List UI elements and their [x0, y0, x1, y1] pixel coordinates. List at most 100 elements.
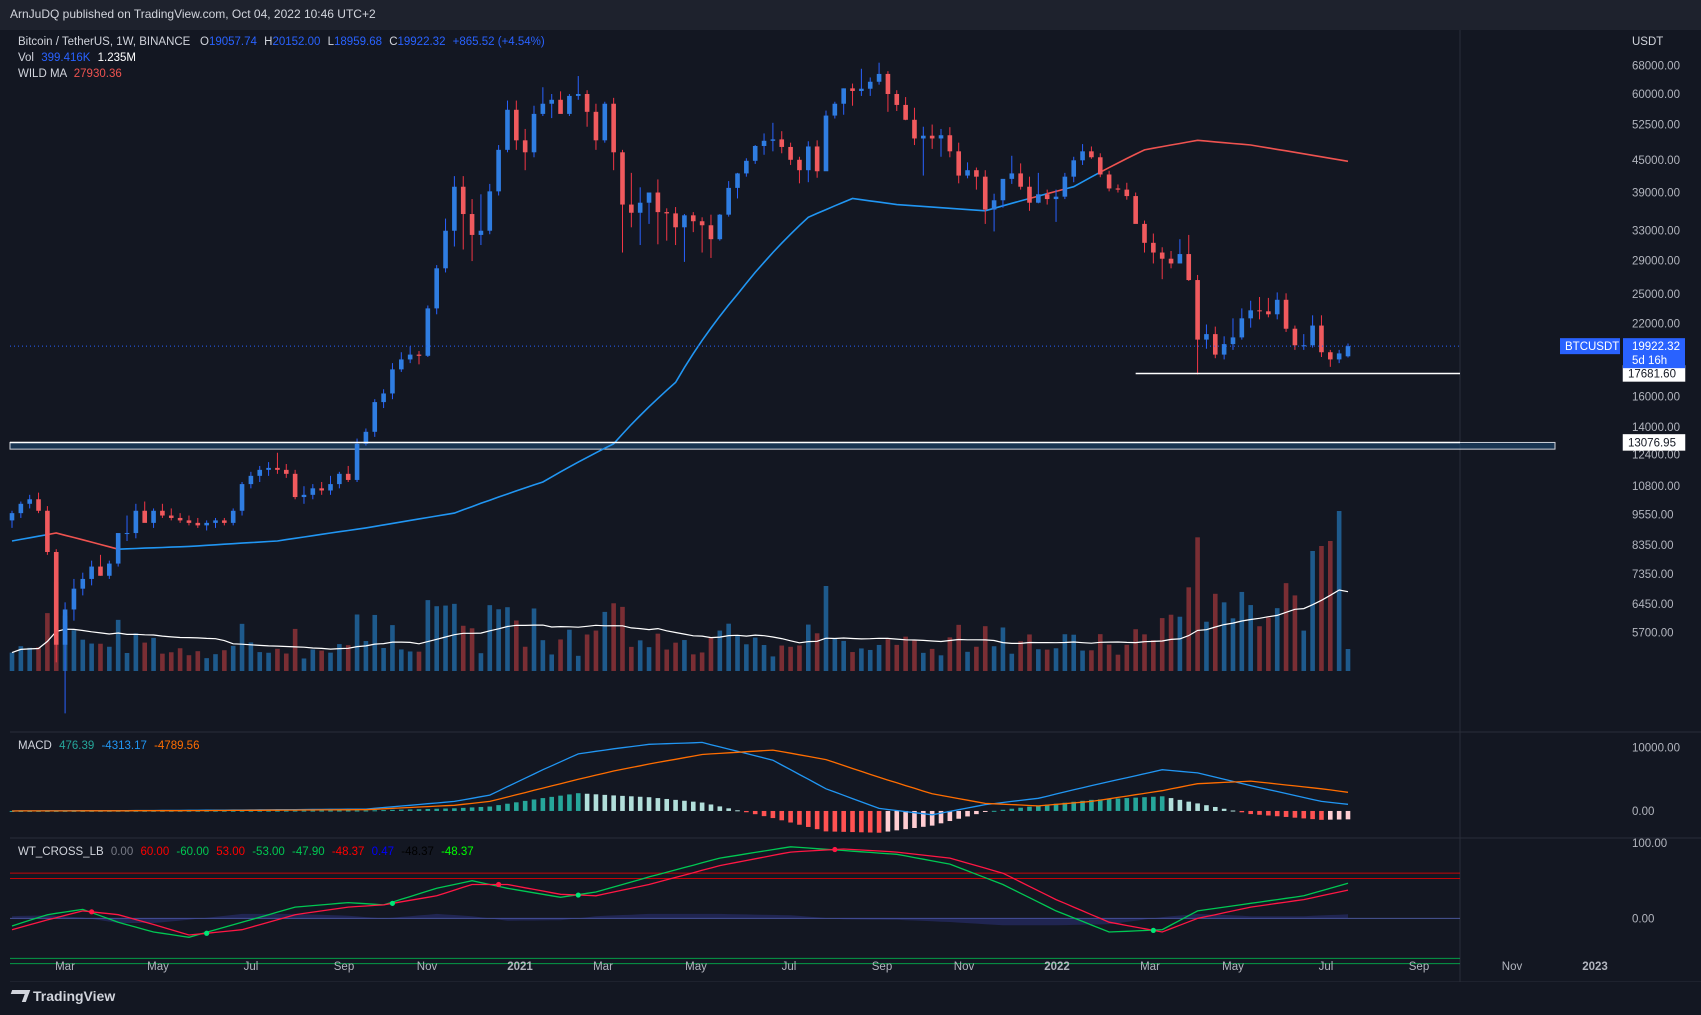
volume-bar — [71, 630, 77, 671]
volume-bar — [1345, 649, 1351, 671]
candle-body — [398, 359, 404, 370]
macd-histogram-bar — [1106, 798, 1112, 811]
candle-body — [1062, 176, 1068, 197]
macd-histogram-bar — [761, 810, 767, 817]
candle-body — [797, 159, 802, 171]
candle — [416, 351, 422, 365]
volume-bar — [531, 608, 537, 671]
candle — [620, 149, 625, 253]
volume-bar — [717, 630, 723, 671]
time-tick-label: Sep — [872, 961, 892, 973]
macd-histogram-bar — [1319, 810, 1324, 820]
candle-body — [1257, 310, 1262, 312]
candle — [407, 346, 413, 364]
macd-histogram-bar — [929, 810, 935, 826]
chart[interactable]: 10000.00 0.00 100.00 0.00 68000.00 60000.00… — [0, 30, 1701, 982]
candle-body — [186, 520, 192, 523]
volume-bar — [885, 639, 891, 671]
candle-body — [655, 192, 661, 213]
price-tick-label: 9550.00 — [1632, 509, 1674, 521]
candle-body — [1212, 334, 1218, 355]
macd-histogram-bar — [1097, 799, 1103, 811]
volume-bar — [912, 639, 917, 671]
macd-histogram-bar — [1186, 801, 1192, 811]
candle — [1319, 315, 1324, 357]
candle-body — [195, 522, 201, 526]
candle-body — [770, 139, 776, 141]
volume-bar — [1071, 634, 1077, 671]
wt-v8: 0.47 — [372, 846, 394, 858]
macd-pane: 10000.00 0.00 — [9, 741, 1680, 833]
volume-bar — [469, 628, 475, 671]
candle — [859, 68, 864, 96]
candle — [1018, 163, 1023, 190]
candle — [53, 549, 59, 663]
candle — [1097, 153, 1103, 178]
candle — [283, 464, 289, 478]
candle — [89, 560, 94, 586]
candle — [1310, 315, 1315, 348]
volume-bar — [478, 653, 484, 671]
macd-histogram-bar — [876, 810, 882, 833]
tradingview-logo[interactable]: TradingView — [7, 988, 115, 1004]
price-tick-label: 60000.00 — [1632, 89, 1680, 101]
candle-body — [257, 469, 263, 476]
volume-bar — [407, 651, 413, 671]
wt-v7: -48.37 — [332, 846, 365, 858]
currency-label: USDT — [1632, 36, 1663, 48]
macd-histogram-bar — [921, 810, 926, 827]
candle-body — [89, 566, 94, 579]
candle-body — [726, 187, 731, 215]
macd-histogram-bar — [938, 810, 944, 824]
candles — [9, 62, 1351, 714]
candle-body — [9, 513, 15, 521]
macd-histogram-bar — [1044, 804, 1050, 811]
volume-legend: Vol 399.416K 1.235M — [18, 52, 136, 64]
candle — [1248, 300, 1253, 328]
candle-body — [248, 475, 254, 485]
symbol-tag-bg — [1560, 338, 1620, 355]
candle-body — [814, 146, 820, 172]
wild-ma-segment — [47, 532, 119, 550]
volume-bar — [1221, 602, 1227, 671]
volume-bar — [1310, 551, 1315, 671]
volume-bar — [841, 640, 846, 671]
candle — [903, 97, 908, 121]
candle — [301, 486, 307, 504]
macd-histogram-bar — [522, 800, 528, 811]
volume-bar — [567, 629, 572, 671]
price-tick-label: 12400.00 — [1632, 450, 1680, 462]
candle-body — [487, 191, 493, 231]
candle-body — [841, 88, 846, 104]
candle — [982, 170, 988, 224]
candle-body — [239, 484, 245, 511]
macd-histogram-bar — [1168, 798, 1174, 811]
macd-histogram-bar — [275, 810, 280, 812]
price-tick-label: 25000.00 — [1632, 289, 1680, 301]
candle-body — [991, 200, 997, 210]
candle — [1328, 349, 1333, 367]
macd-histogram-bar — [885, 810, 891, 832]
time-tick-label: 2023 — [1582, 961, 1608, 973]
macd-histogram-bar — [717, 806, 723, 811]
level-17681-tag-text: 17681.60 — [1628, 368, 1676, 380]
candle-body — [788, 146, 793, 160]
macd-histogram-bar — [213, 810, 218, 812]
volume-bar — [257, 652, 263, 671]
macd-histogram-bar — [283, 810, 289, 812]
candle-body — [620, 152, 625, 205]
volume-bar — [1239, 591, 1245, 671]
macd-histogram-bar — [549, 796, 555, 811]
macd-histogram-bar — [257, 810, 263, 812]
macd-histogram-bar — [328, 810, 333, 812]
candle — [62, 602, 68, 714]
level-13076-tag-text: 13076.95 — [1628, 437, 1676, 449]
candle-body — [1186, 254, 1192, 281]
candle-body — [275, 467, 280, 470]
candle-body — [1204, 334, 1209, 340]
candle-body — [903, 104, 908, 120]
volume-bar — [690, 654, 696, 671]
volume-label: Vol — [18, 52, 34, 64]
support-zone-box — [9, 441, 1556, 450]
wt-v2: 60.00 — [140, 846, 169, 858]
